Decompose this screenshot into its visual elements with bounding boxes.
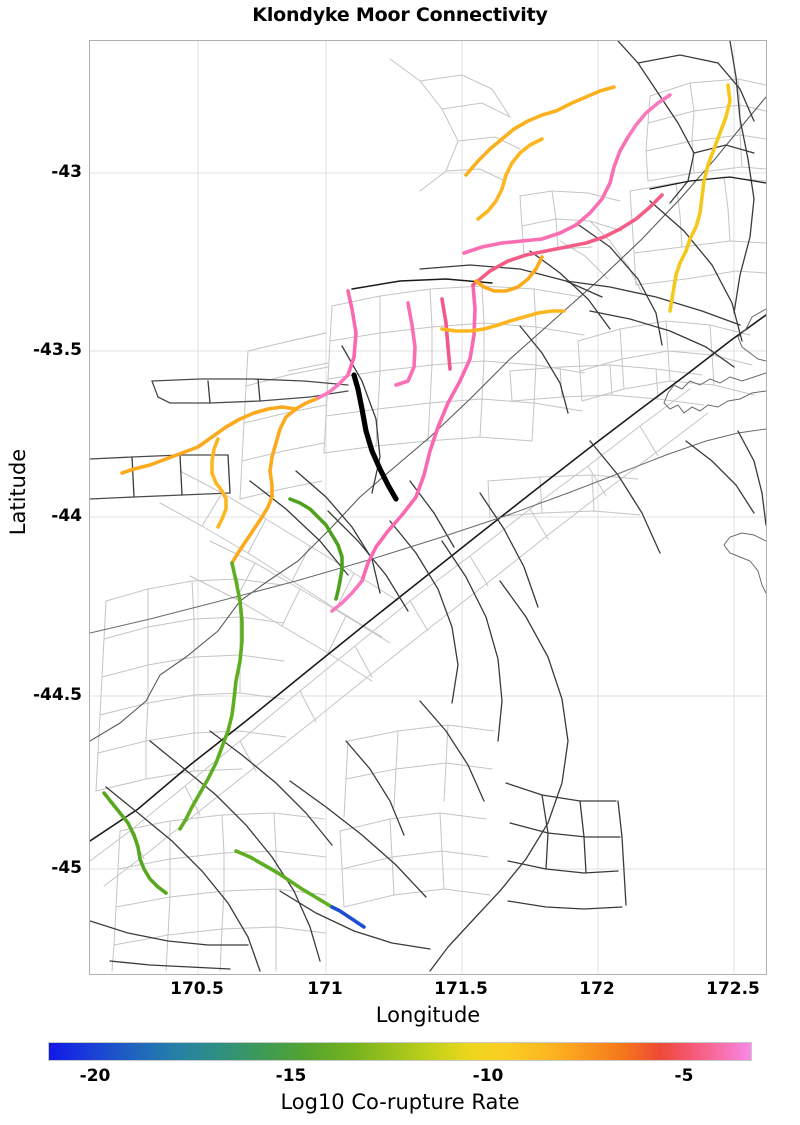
fault-central-long — [360, 283, 477, 583]
fault-south-green-long — [178, 561, 244, 831]
ytick-label: -44.5 — [33, 685, 82, 705]
xtick-label: 170.5 — [170, 979, 224, 999]
fault-ne-orange-short — [474, 255, 544, 293]
map-plot-area[interactable] — [89, 40, 767, 975]
xtick-label: 171.5 — [434, 979, 488, 999]
colorbar-tick-label: -20 — [79, 1066, 111, 1086]
fault-west-orange — [120, 405, 298, 475]
connected-fault-traces — [102, 83, 732, 929]
fault-far-east-yellow — [684, 83, 732, 253]
fault-sw-pink-tail — [330, 579, 364, 613]
ytick-label: -43.5 — [33, 340, 82, 360]
fault-ne-pink-long — [471, 193, 664, 287]
fault-central-trunk — [346, 289, 358, 377]
fault-ne-yellow-2 — [668, 249, 688, 313]
fault-network-light — [90, 58, 766, 972]
fault-ne-green-2 — [334, 579, 342, 601]
colorbar-tick-label: -15 — [275, 1066, 307, 1086]
fault-ne-pink-curve — [462, 135, 630, 255]
y-axis-label: Latitude — [6, 448, 30, 536]
fault-south-green-diag — [234, 849, 334, 909]
fault-ne-orange-lower — [440, 309, 566, 333]
fault-central-north-a — [394, 301, 417, 387]
fault-sw-green — [102, 791, 168, 895]
map-svg — [90, 41, 766, 974]
fault-mid-orange-long — [230, 397, 318, 565]
fault-ne-green — [288, 497, 344, 583]
fault-n-pink-upper — [626, 93, 672, 139]
ytick-label: -45 — [51, 858, 82, 878]
x-axis-label: Longitude — [375, 1003, 481, 1027]
xtick-label: 172.5 — [706, 979, 760, 999]
fault-ne-orange-tiny — [210, 437, 228, 529]
colorbar-tick-label: -5 — [674, 1066, 694, 1086]
fault-north-orange — [464, 85, 616, 177]
fault-network-dark — [90, 41, 766, 972]
fault-central-north-b — [440, 297, 452, 371]
xtick-label: 171 — [307, 979, 343, 999]
fault-ne-orange-mid — [476, 137, 544, 221]
source-fault-trace — [351, 372, 399, 502]
colorbar-label: Log10 Co-rupture Rate — [280, 1090, 520, 1114]
colorbar-gradient — [48, 1042, 752, 1061]
ytick-label: -44 — [51, 506, 82, 526]
ytick-group: -43 -43.5 -44 -44.5 -45 — [0, 0, 82, 1125]
colorbar-tick-label: -10 — [472, 1066, 504, 1086]
xtick-label: 172 — [579, 979, 615, 999]
gridlines — [90, 41, 766, 974]
fault-south-blue-tip — [330, 905, 366, 929]
ytick-label: -43 — [51, 162, 82, 182]
fault-west-pink — [314, 373, 350, 401]
page-title: Klondyke Moor Connectivity — [252, 4, 548, 26]
